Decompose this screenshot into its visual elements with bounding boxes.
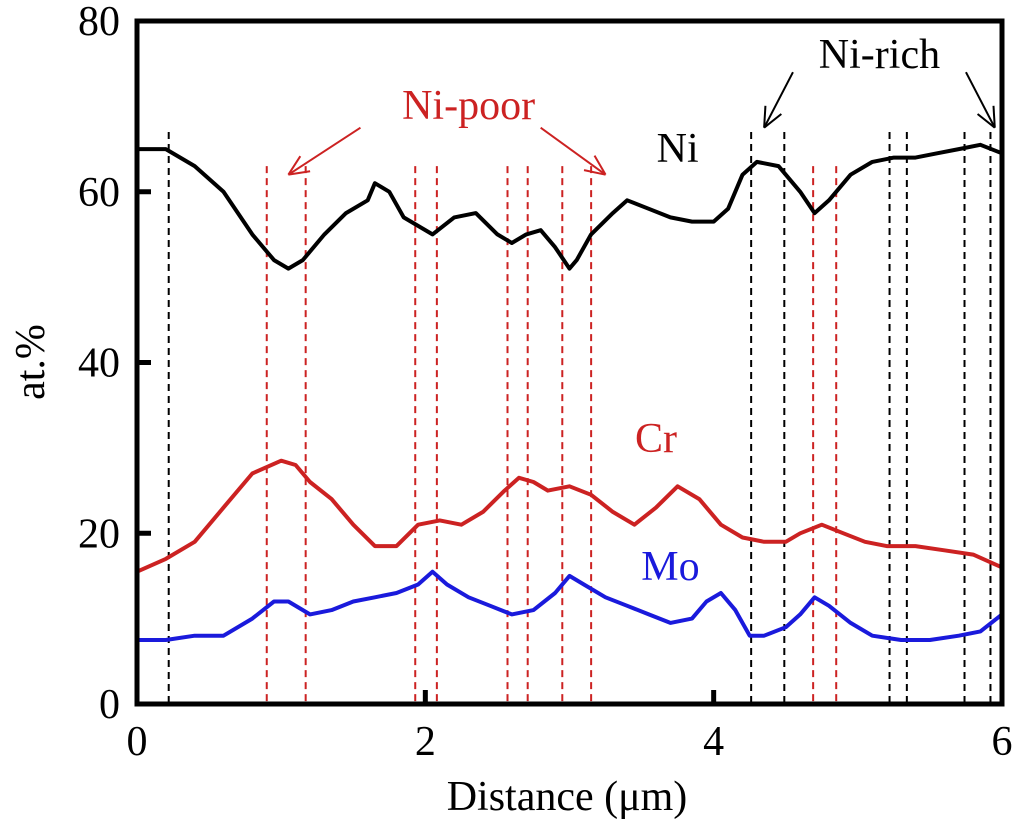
annotation-arrow [965, 71, 996, 129]
arrows-layer [287, 71, 996, 176]
y-tick-label: 60 [78, 170, 120, 216]
reference-lines [167, 131, 992, 704]
x-tick-label: 4 [703, 719, 724, 765]
series-layer [135, 142, 1004, 642]
annotation-label-ni-rich: Ni-rich [819, 32, 940, 78]
x-tick-label: 6 [992, 719, 1013, 765]
annotation-arrow [540, 126, 607, 176]
annotation-arrow [287, 126, 362, 176]
series-line-cr [135, 458, 1004, 574]
annotations-layer: Ni Cr Mo Ni-poor Ni-rich [402, 32, 940, 590]
annotation-label-cr: Cr [635, 416, 677, 462]
annotation-label-mo: Mo [641, 544, 699, 590]
annotation-arrow [763, 71, 794, 129]
y-tick-label: 20 [78, 511, 120, 557]
y-axis-label: at.% [8, 324, 54, 400]
y-tick-label: 80 [78, 0, 120, 45]
x-tick-label: 2 [415, 719, 436, 765]
x-tick-label: 0 [127, 719, 148, 765]
x-axis-label: Distance (μm) [447, 774, 688, 820]
annotation-label-ni-poor: Ni-poor [402, 83, 535, 129]
series-line-ni [135, 142, 1004, 271]
annotation-label-ni: Ni [657, 126, 699, 172]
series-line-mo [135, 569, 1004, 642]
y-tick-label: 40 [78, 341, 120, 387]
y-tick-label: 0 [99, 682, 120, 728]
